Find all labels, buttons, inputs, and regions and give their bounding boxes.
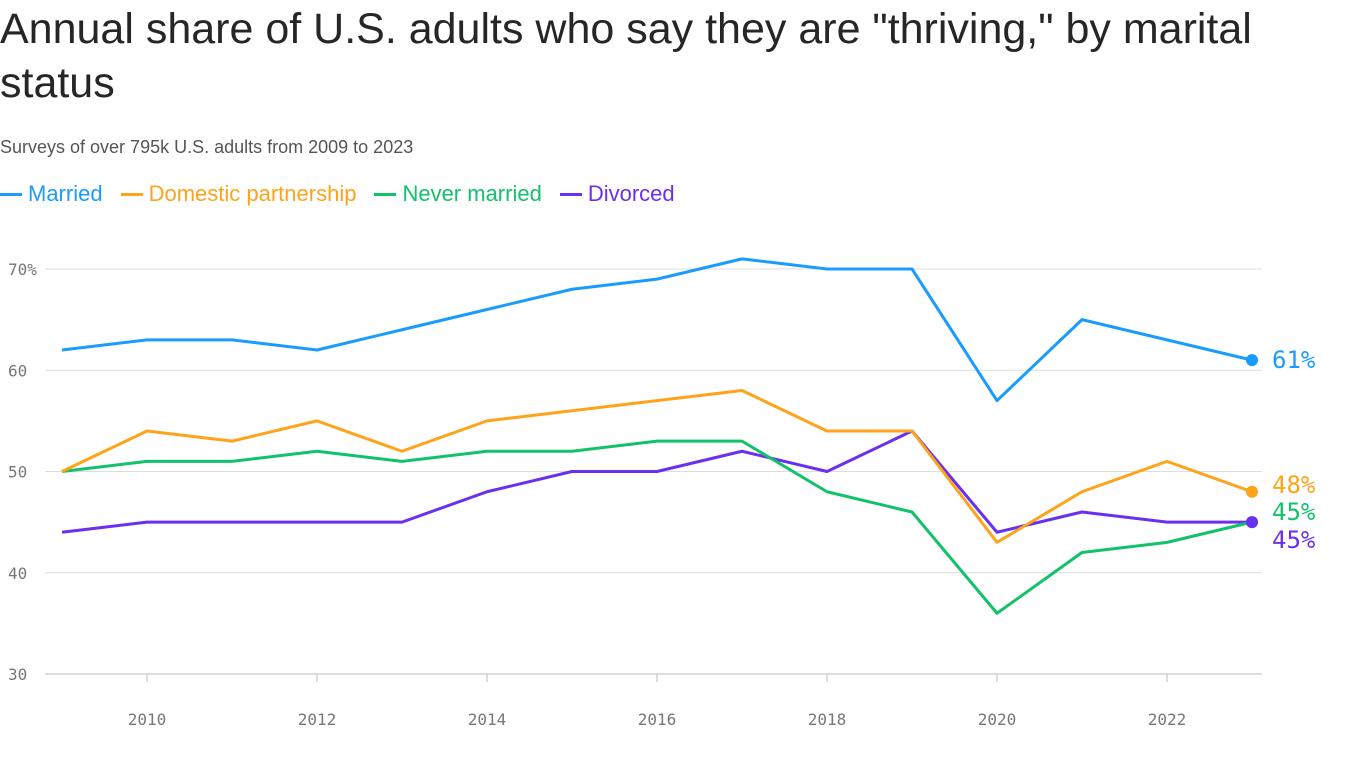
legend: Married Domestic partnership Never married…: [0, 181, 675, 207]
x-tick-label: 2010: [128, 710, 167, 729]
legend-item: Domestic partnership: [120, 181, 357, 207]
y-tick-label: 40: [8, 564, 27, 583]
end-value-label: 45%: [1272, 498, 1316, 526]
y-tick-label: 30: [8, 665, 27, 684]
legend-item: Divorced: [559, 181, 675, 207]
x-tick-label: 2022: [1148, 710, 1187, 729]
legend-swatch: [120, 192, 143, 196]
end-value-label: 45%: [1272, 526, 1316, 554]
series-line-married: [61, 257, 1253, 403]
chart-title: Annual share of U.S. adults who say they…: [0, 5, 1252, 107]
end-point: [1246, 354, 1258, 367]
y-tick-label: 60: [8, 361, 27, 380]
legend-label: Never married: [402, 181, 542, 206]
legend-label: Married: [28, 181, 103, 206]
y-tick-label: 70%: [8, 260, 37, 279]
legend-item: Never married: [374, 181, 542, 207]
legend-swatch: [374, 192, 397, 196]
legend-swatch: [559, 192, 582, 196]
end-point: [1246, 485, 1258, 498]
chart-subtitle: Surveys of over 795k U.S. adults from 20…: [0, 137, 414, 157]
end-point: [1246, 516, 1258, 529]
series-line-domestic-partnership: [61, 389, 1253, 544]
legend-label: Domestic partnership: [148, 181, 357, 206]
x-tick-label: 2020: [978, 710, 1017, 729]
end-value-label: 48%: [1272, 471, 1316, 499]
legend-label: Divorced: [587, 181, 675, 206]
end-value-label: 61%: [1272, 346, 1316, 374]
legend-swatch: [0, 192, 22, 196]
legend-item: Married: [0, 181, 103, 207]
x-tick-label: 2012: [298, 710, 337, 729]
series-line-never-married: [61, 439, 1253, 615]
x-tick-label: 2018: [808, 710, 847, 729]
y-tick-label: 50: [8, 463, 27, 482]
x-tick-label: 2016: [638, 710, 677, 729]
x-tick-label: 2014: [468, 710, 507, 729]
series-line-divorced: [61, 429, 1252, 534]
